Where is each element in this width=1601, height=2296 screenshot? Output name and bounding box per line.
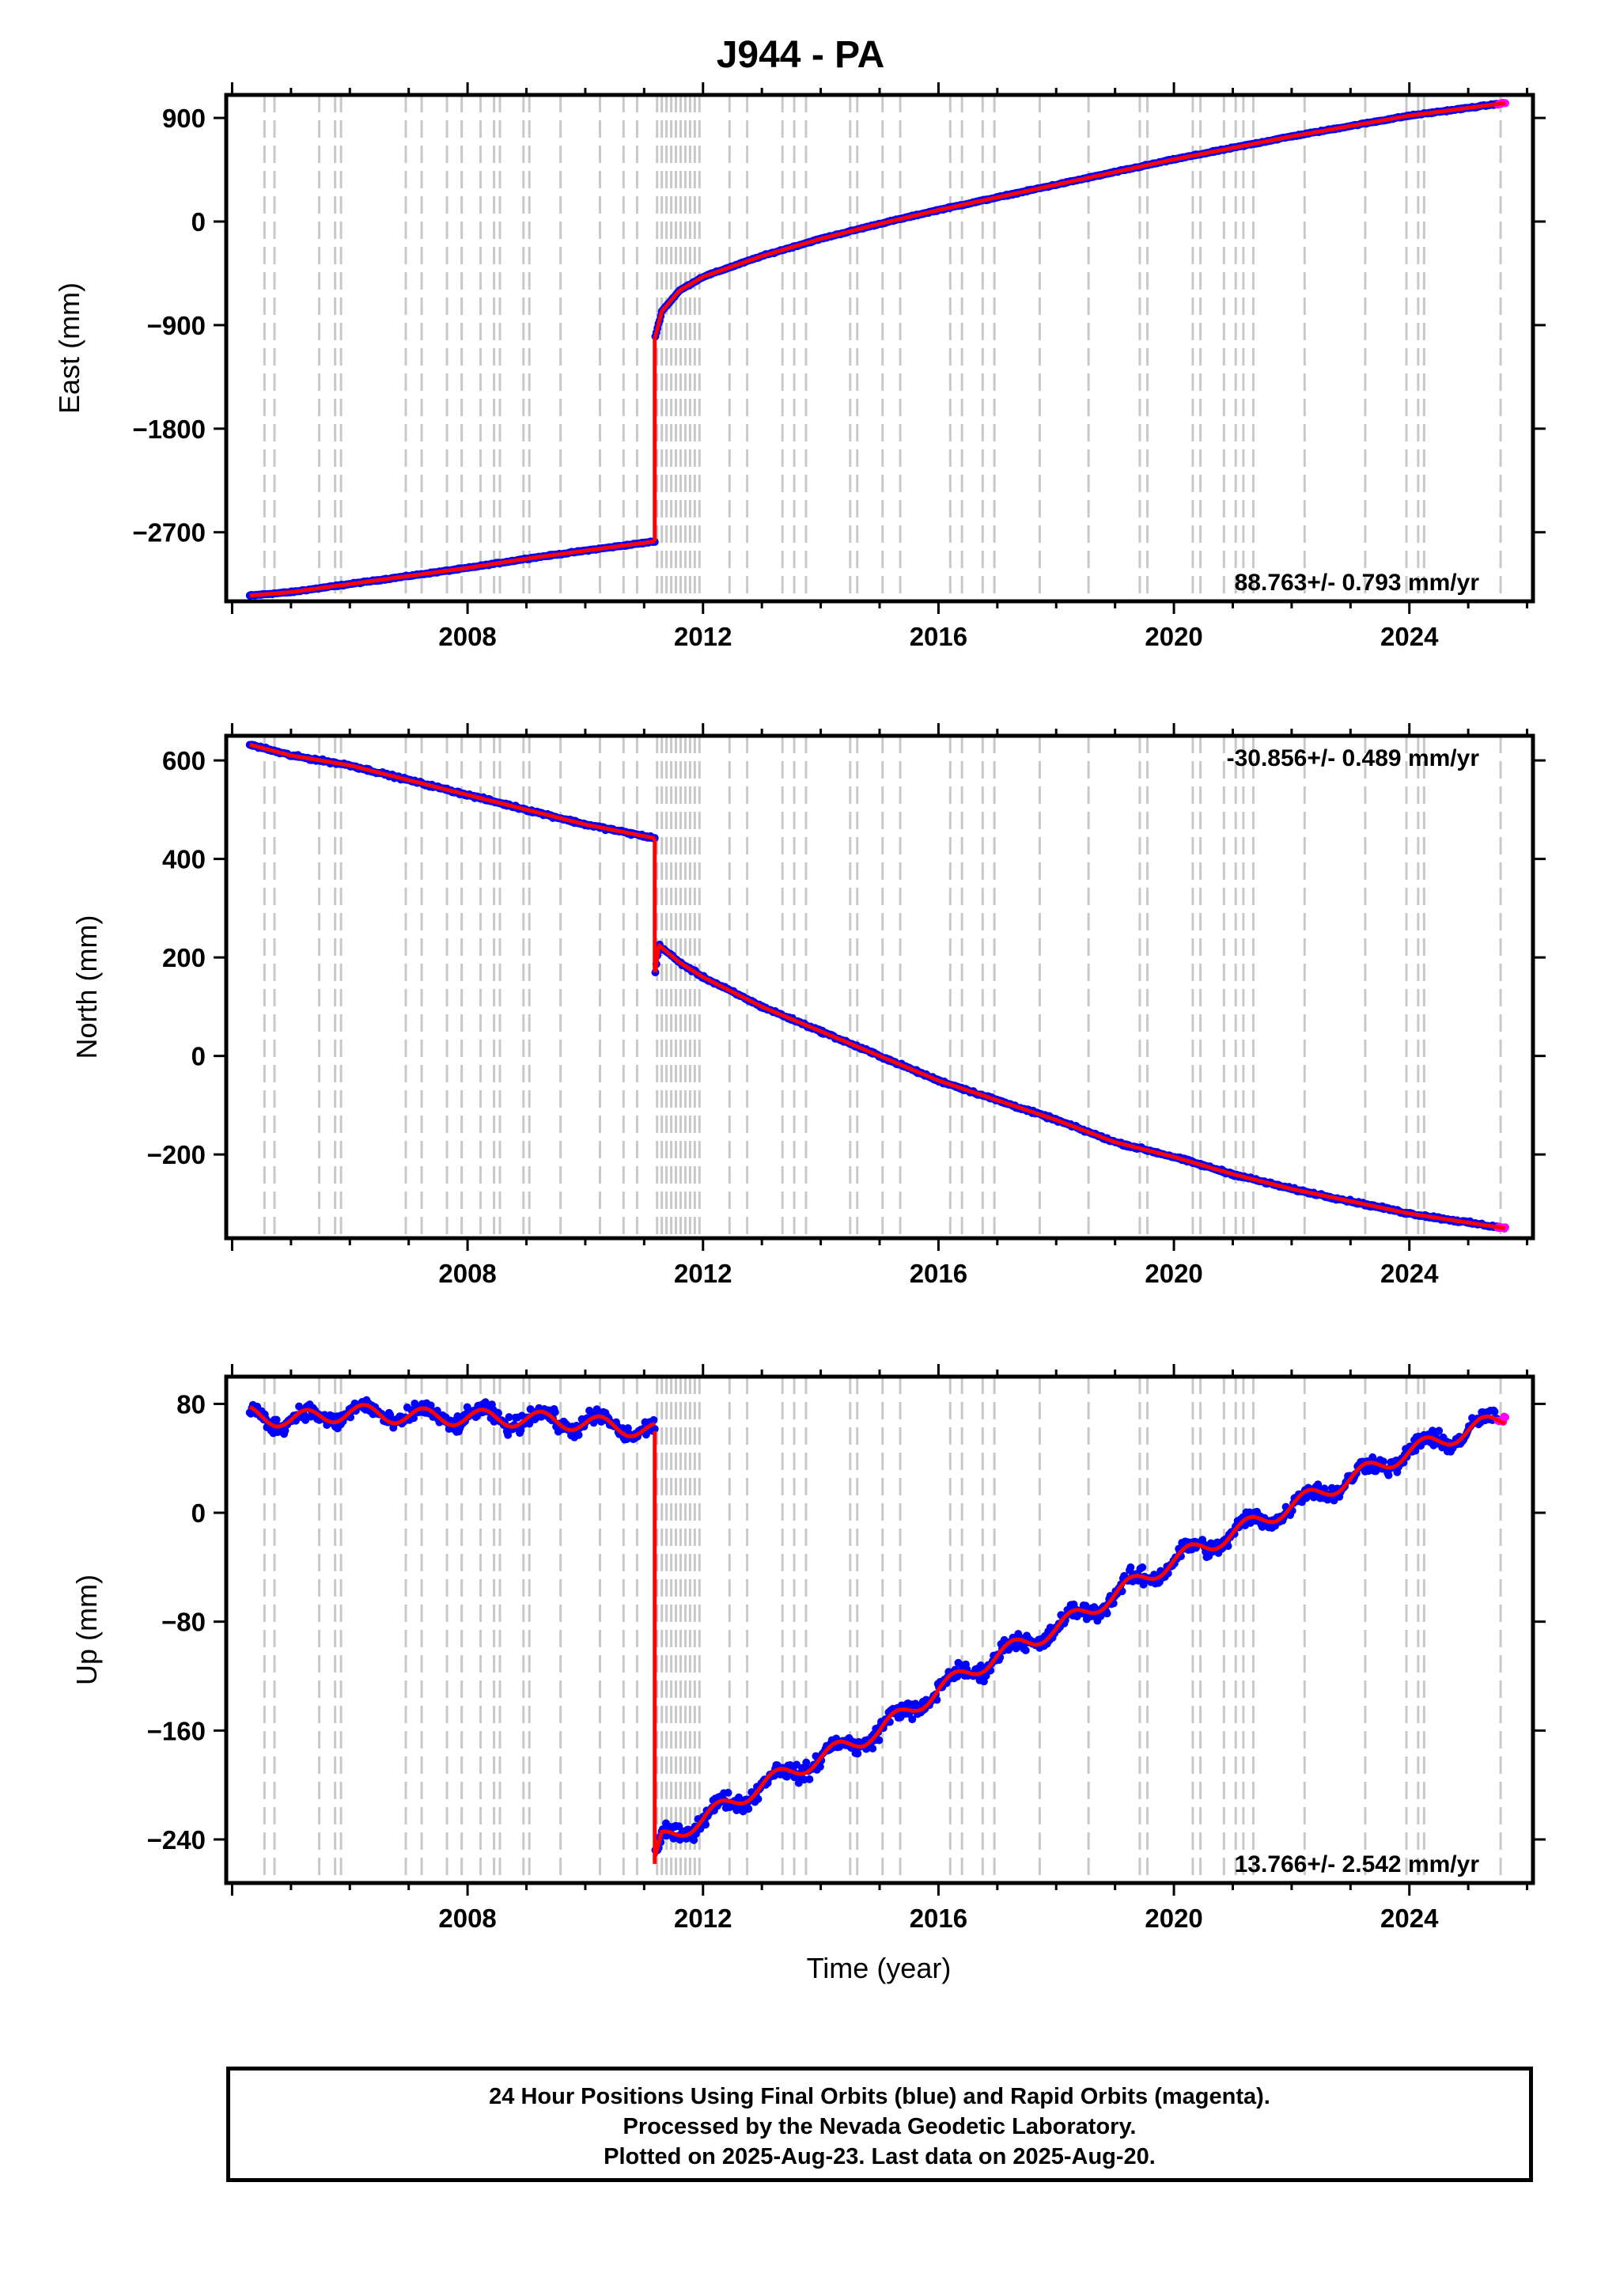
y-tick-label: −1800 [132, 415, 206, 444]
y-tick-label: 0 [191, 1042, 206, 1071]
x-tick-label: 2012 [674, 622, 732, 651]
y-tick-label: 200 [162, 943, 206, 972]
data-point [272, 1415, 281, 1424]
model-line-pre [249, 539, 655, 598]
east-panel: 900 0 −900 −1800 −2700 2008 2012 2016 2020 2024 Ea… [53, 82, 1546, 651]
footer-line-1: 24 Hour Positions Using Final Orbits (bl… [489, 2084, 1270, 2109]
y-tick-label: 600 [162, 746, 206, 775]
x-tick-label: 2024 [1380, 1259, 1439, 1288]
x-tick-label: 2016 [910, 1904, 967, 1933]
x-tick-label: 2008 [438, 622, 496, 651]
y-tick-label: 80 [176, 1389, 206, 1419]
data-point [1501, 1413, 1510, 1422]
footer-box: 24 Hour Positions Using Final Orbits (bl… [226, 2067, 1533, 2182]
model-line-pre [249, 742, 656, 840]
north-panel: 600 400 200 0 −200 2008 2012 2016 2020 2024 North … [70, 723, 1546, 1288]
data-points-post [651, 940, 1510, 1233]
footer-line-3: Plotted on 2025-Aug-23. Last data on 202… [604, 2144, 1156, 2169]
y-axis-label: North (mm) [70, 915, 103, 1059]
data-point [1126, 1563, 1135, 1572]
x-tick-label: 2012 [674, 1259, 732, 1288]
y-tick-label: −200 [147, 1140, 206, 1169]
x-tick-label: 2012 [674, 1904, 732, 1933]
velocity-label: 88.763+/- 0.793 mm/yr [1235, 570, 1480, 596]
y-tick-label: 0 [191, 207, 206, 237]
data-points-pre [245, 1396, 659, 1444]
y-tick-label: −160 [147, 1716, 206, 1745]
x-tick-label: 2024 [1380, 622, 1439, 651]
x-tick-label: 2016 [910, 622, 967, 651]
data-point [1138, 1563, 1147, 1572]
y-tick-label: −900 [147, 311, 206, 340]
x-tick-label: 2016 [910, 1259, 967, 1288]
data-point [1490, 1408, 1499, 1416]
data-point [869, 1745, 877, 1753]
data-point [805, 1775, 814, 1783]
x-tick-label: 2008 [438, 1904, 496, 1933]
x-tick-label: 2008 [438, 1259, 496, 1288]
up-panel: 80 0 −80 −160 −240 2008 2012 2016 2020 2024 Up (mm… [70, 1364, 1546, 1933]
y-axis-label: East (mm) [53, 282, 85, 414]
data-point [853, 1749, 862, 1758]
x-axis-label: Time (year) [807, 1952, 952, 1984]
y-tick-label: −240 [147, 1825, 206, 1855]
x-tick-label: 2020 [1145, 622, 1202, 651]
plot-frame [224, 733, 1535, 1241]
y-tick-label: 0 [191, 1498, 206, 1528]
chart-title: J944 - PA [716, 34, 885, 76]
velocity-label: 13.766+/- 2.542 mm/yr [1235, 1851, 1480, 1877]
y-tick-label: −2700 [132, 518, 206, 547]
data-point [1435, 1426, 1444, 1435]
data-point [551, 1408, 559, 1416]
y-tick-label: −80 [161, 1608, 206, 1637]
y-tick-label: 900 [162, 104, 206, 133]
x-tick-label: 2020 [1145, 1259, 1202, 1288]
y-axis-label: Up (mm) [70, 1574, 103, 1685]
y-tick-label: 400 [162, 845, 206, 874]
data-point [574, 1430, 583, 1439]
model-line-post [653, 942, 1506, 1230]
data-point [1021, 1646, 1030, 1654]
data-point [724, 1788, 732, 1797]
footer-line-2: Processed by the Nevada Geodetic Laborat… [623, 2114, 1137, 2139]
velocity-label: -30.856+/- 0.489 mm/yr [1227, 745, 1480, 771]
data-point [744, 1805, 753, 1813]
time-series-plots: 900 0 −900 −1800 −2700 2008 2012 2016 2020 2024 Ea… [53, 82, 1546, 1984]
data-points-post [651, 98, 1510, 341]
x-tick-label: 2024 [1380, 1904, 1439, 1933]
model-line-post [653, 100, 1506, 338]
data-points-post [651, 1406, 1510, 1855]
x-tick-label: 2020 [1145, 1904, 1202, 1933]
